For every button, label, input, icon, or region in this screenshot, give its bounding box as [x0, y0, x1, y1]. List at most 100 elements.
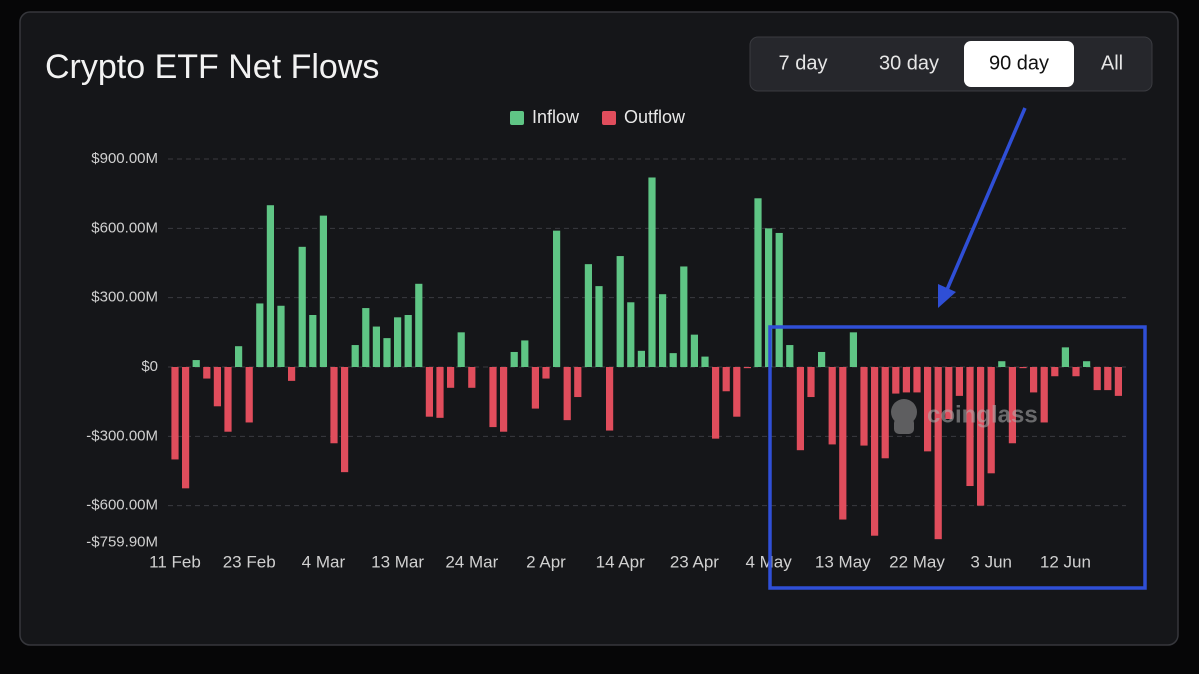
- y-tick-label: -$300.00M: [86, 427, 158, 444]
- range-button[interactable]: 90 day: [989, 52, 1049, 74]
- bar: [372, 326, 380, 367]
- bar: [510, 351, 518, 367]
- bar: [457, 332, 465, 367]
- bar: [977, 367, 985, 506]
- bar: [330, 367, 338, 444]
- bar: [913, 367, 921, 393]
- bar: [690, 334, 698, 367]
- bar: [468, 367, 476, 388]
- y-tick-label: -$759.90M: [86, 534, 158, 551]
- bar: [394, 317, 402, 367]
- bar: [987, 367, 995, 474]
- bar: [203, 367, 211, 379]
- bar: [902, 367, 910, 393]
- x-tick-label: 13 May: [815, 552, 871, 571]
- bar: [934, 367, 942, 540]
- bar: [648, 177, 656, 367]
- x-tick-label: 11 Feb: [149, 552, 201, 571]
- legend-label[interactable]: Outflow: [624, 107, 686, 127]
- bar: [1061, 347, 1069, 367]
- bar: [945, 367, 953, 419]
- bar: [627, 302, 635, 367]
- bar: [182, 367, 190, 489]
- bar: [277, 305, 285, 367]
- bar: [1030, 367, 1038, 393]
- y-tick-label: -$600.00M: [86, 497, 158, 514]
- x-tick-label: 14 Apr: [596, 552, 645, 571]
- bar: [722, 367, 730, 392]
- bar: [383, 338, 391, 367]
- bar: [669, 353, 677, 367]
- bar: [1008, 367, 1016, 444]
- bar: [1104, 367, 1112, 391]
- bar: [754, 198, 762, 367]
- range-button[interactable]: 30 day: [879, 52, 939, 74]
- bar: [818, 351, 826, 367]
- bar: [1040, 367, 1048, 423]
- bar: [553, 230, 561, 367]
- bar: [256, 303, 264, 367]
- x-tick-label: 23 Feb: [223, 552, 276, 571]
- bar: [659, 294, 667, 367]
- bar: [595, 286, 603, 367]
- bar: [1083, 361, 1091, 367]
- bar: [447, 367, 455, 388]
- bar: [404, 315, 412, 367]
- bar: [712, 367, 720, 439]
- bar: [839, 367, 847, 520]
- bar: [871, 367, 879, 536]
- highlight-box: [768, 325, 1147, 590]
- bar: [701, 356, 709, 367]
- x-tick-label: 4 Mar: [302, 552, 346, 571]
- x-tick-label: 13 Mar: [371, 552, 424, 571]
- watermark-text: coinglass: [927, 401, 1038, 428]
- bar: [415, 283, 423, 367]
- bar: [489, 367, 497, 428]
- bar: [765, 228, 773, 367]
- bar: [563, 367, 571, 421]
- bar: [171, 367, 179, 460]
- bar: [786, 345, 794, 367]
- bar: [606, 367, 614, 431]
- bar: [224, 367, 232, 432]
- bar: [637, 350, 645, 367]
- x-tick-label: 3 Jun: [970, 552, 1012, 571]
- range-button[interactable]: 7 day: [779, 52, 828, 74]
- x-tick-label: 23 Apr: [670, 552, 719, 571]
- bar: [319, 215, 327, 367]
- bar: [500, 367, 508, 432]
- bar: [1114, 367, 1122, 396]
- legend-label[interactable]: Inflow: [532, 107, 580, 127]
- bar: [849, 332, 857, 367]
- x-tick-label: 24 Mar: [445, 552, 498, 571]
- bar: [298, 246, 306, 367]
- bar: [584, 264, 592, 367]
- bar: [362, 308, 370, 367]
- bar: [775, 232, 783, 367]
- bar: [955, 367, 963, 396]
- x-tick-label: 22 May: [889, 552, 945, 571]
- bar: [616, 256, 624, 367]
- range-button-active[interactable]: [964, 41, 1074, 87]
- bar: [245, 367, 253, 423]
- bar: [881, 367, 889, 459]
- bar: [892, 367, 900, 394]
- watermark-icon: [894, 418, 914, 434]
- bar: [924, 367, 932, 452]
- bar: [425, 367, 433, 417]
- bar: [531, 367, 539, 409]
- bar: [521, 340, 529, 367]
- bar: [743, 367, 751, 369]
- bar: [266, 205, 274, 367]
- bar: [436, 367, 444, 418]
- range-button[interactable]: All: [1101, 52, 1123, 74]
- bar: [288, 367, 296, 381]
- bar: [1019, 367, 1027, 369]
- bar: [192, 360, 200, 367]
- bar: [235, 346, 243, 367]
- bar: [733, 367, 741, 417]
- bar: [860, 367, 868, 446]
- legend-swatch: [602, 111, 616, 125]
- bar: [574, 367, 582, 398]
